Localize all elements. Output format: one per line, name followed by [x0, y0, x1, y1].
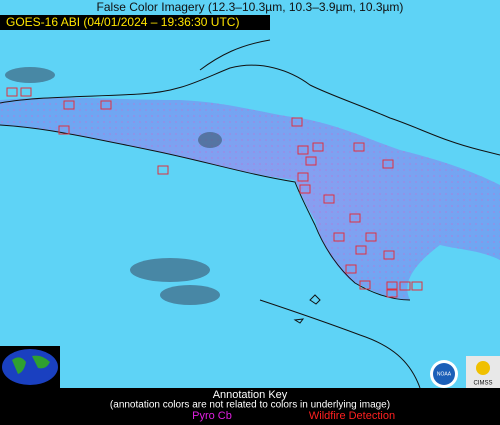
- clouds: [5, 67, 222, 305]
- texture: [0, 97, 500, 301]
- key-wildfire: Wildfire Detection: [309, 410, 395, 422]
- cimss-logo: CIMSS: [466, 356, 500, 388]
- cimss-text: CIMSS: [473, 381, 492, 387]
- timestamp-bg: [0, 15, 270, 30]
- key-band: [0, 388, 500, 425]
- title: False Color Imagery (12.3–10.3µm, 10.3–3…: [97, 0, 404, 14]
- wildfire-boxes: [6, 87, 423, 298]
- globe-icon: [0, 346, 60, 388]
- key-title: Annotation Key: [213, 389, 288, 401]
- timestamp: GOES-16 ABI (04/01/2024 – 19:36:30 UTC): [6, 15, 239, 29]
- key-pyrocb: Pyro Cb: [192, 410, 232, 422]
- noaa-logo: NOAA: [430, 360, 458, 388]
- coastlines: [0, 39, 500, 389]
- key-note: (annotation colors are not related to co…: [110, 400, 390, 411]
- noaa-text: NOAA: [437, 371, 452, 377]
